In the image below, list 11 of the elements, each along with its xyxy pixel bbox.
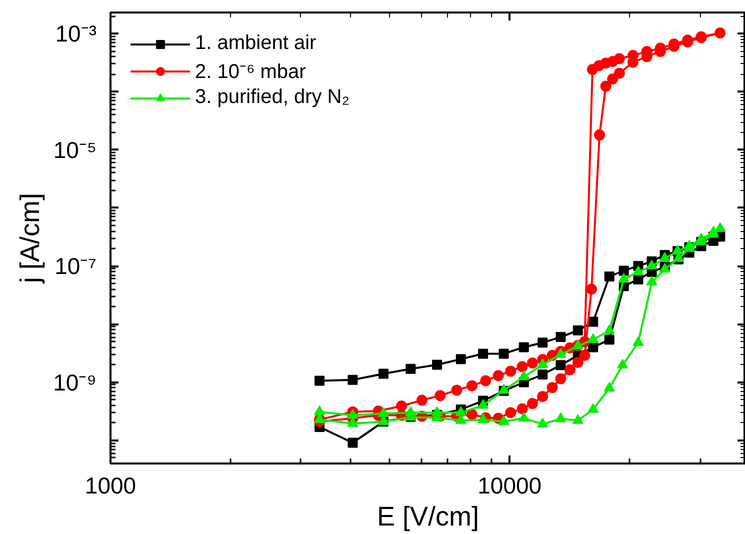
legend-label: 3. purified, dry N₂ — [195, 86, 350, 109]
y-tick-label: 10⁻⁵ — [53, 136, 97, 163]
y-tick-label: 10⁻⁷ — [54, 253, 96, 280]
x-tick-label: 1000 — [84, 472, 136, 498]
x-tick-label: 10000 — [478, 472, 542, 498]
x-axis-title: E [V/cm] — [376, 502, 480, 532]
y-tick-label: 10⁻³ — [55, 20, 97, 47]
y-tick-label: 10⁻⁹ — [53, 369, 97, 396]
y-axis-title: j [A/cm] — [15, 192, 46, 284]
legend-label: 2. 10⁻⁶ mbar — [195, 60, 306, 84]
legend-label: 1. ambient air — [195, 32, 316, 55]
